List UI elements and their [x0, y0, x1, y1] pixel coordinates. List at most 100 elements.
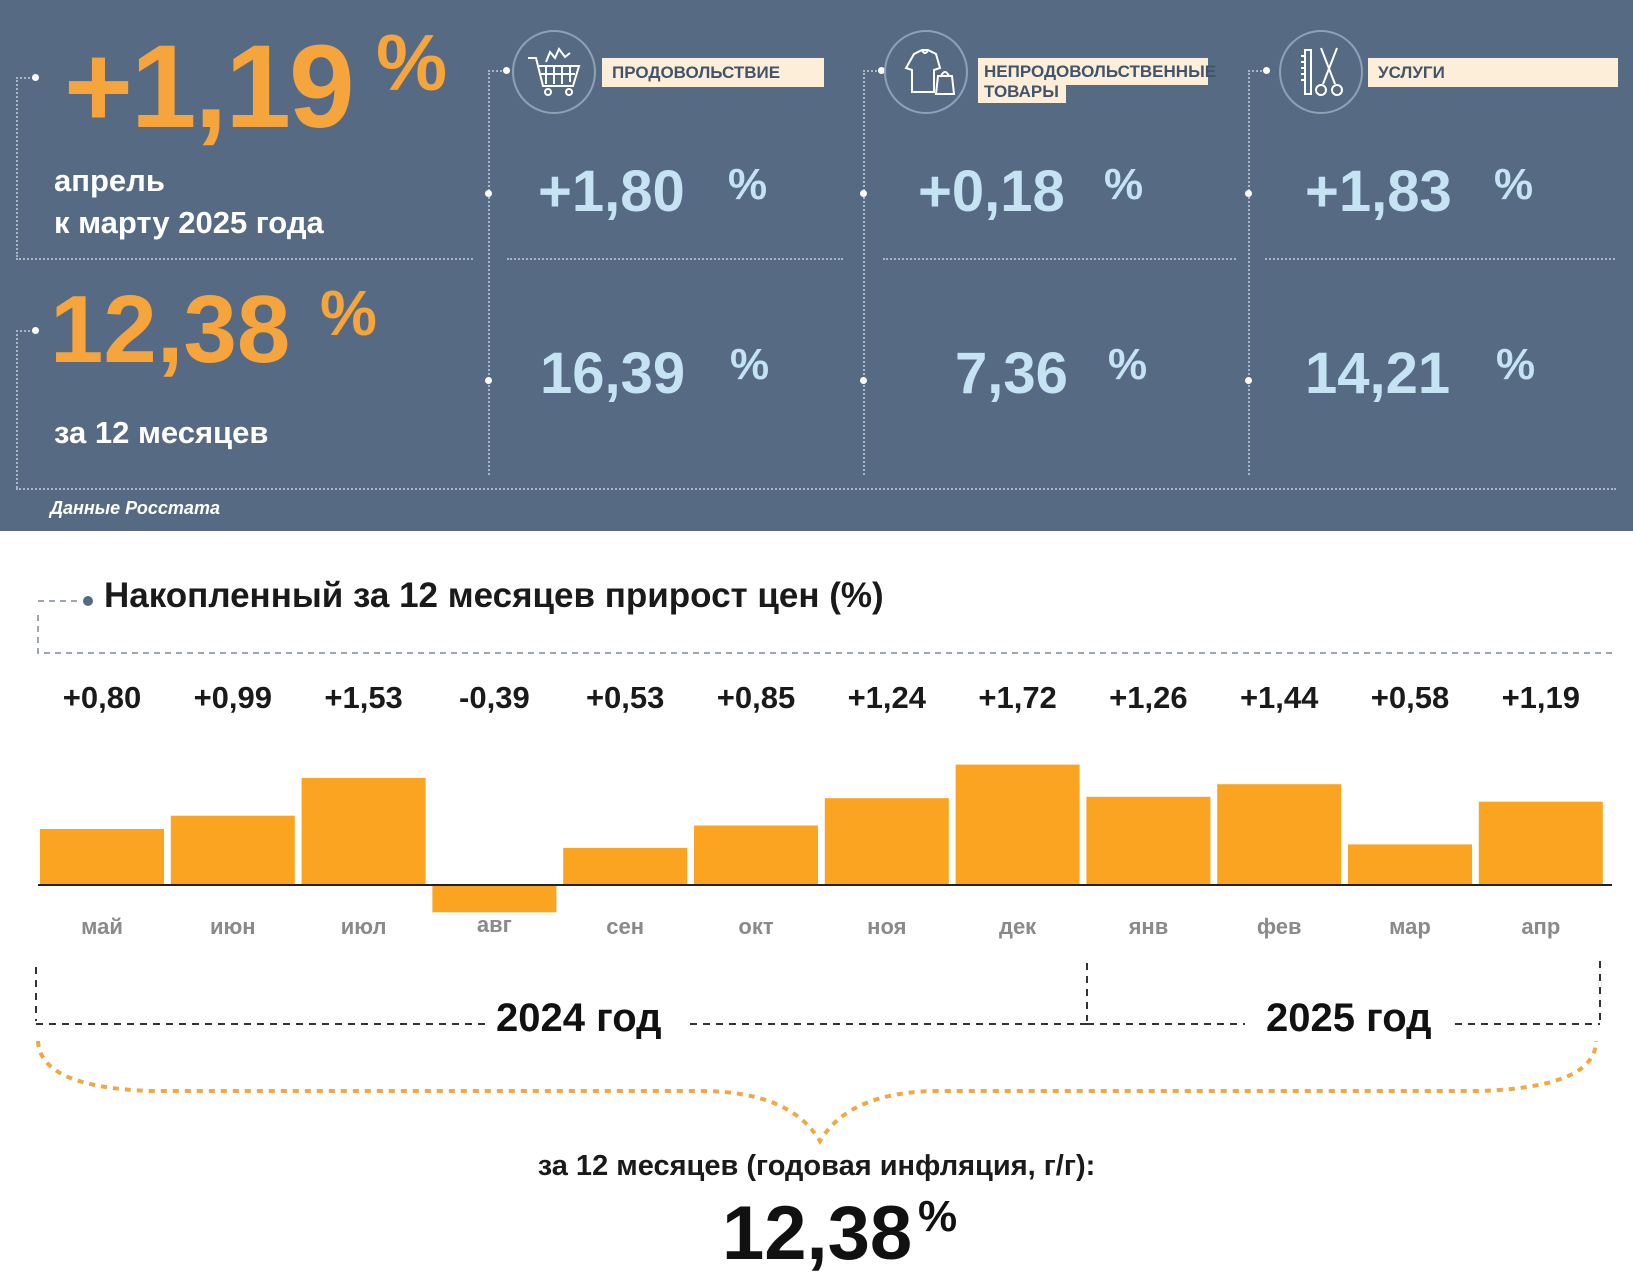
- annual-caption: за 12 месяцев: [54, 415, 269, 450]
- bar-3: [432, 885, 557, 913]
- divider: [1248, 70, 1266, 72]
- month-tick-label: окт: [738, 914, 774, 939]
- bar-value-label: +0,80: [62, 680, 142, 715]
- marker-dot: [878, 67, 885, 74]
- year-label-2025: 2025 год: [1266, 996, 1432, 1040]
- footer-annual-pct: %: [918, 1192, 958, 1241]
- category-label-food: ПРОДОВОЛЬСТВИЕ: [602, 58, 824, 87]
- month-tick-label: мар: [1389, 914, 1431, 939]
- bar-11: [1478, 801, 1603, 885]
- bar-5: [694, 825, 818, 885]
- month-tick-label: июл: [340, 914, 387, 939]
- services-icon-circle: [1279, 30, 1363, 114]
- marker-dot: [860, 190, 867, 197]
- source-note: Данные Росстата: [50, 498, 220, 518]
- divider: [16, 330, 18, 488]
- marker-dot: [485, 190, 492, 197]
- month-tick-label: авг: [476, 912, 512, 937]
- category-label-nonfood-line2: ТОВАРЫ: [984, 82, 1059, 101]
- bar-value-label: +0,85: [716, 680, 796, 715]
- services-annual-pct: %: [1496, 340, 1536, 389]
- divider: [16, 488, 1616, 490]
- bar-value-label: +1,72: [978, 680, 1057, 715]
- services-monthly-pct: %: [1494, 160, 1534, 209]
- bar-value-label: +0,99: [193, 680, 273, 715]
- divider: [863, 70, 865, 475]
- divider: [16, 330, 38, 332]
- services-monthly-value: +1,83: [1305, 159, 1452, 224]
- year-label-2024: 2024 год: [496, 996, 662, 1040]
- bar-value-label: +0,53: [585, 680, 665, 715]
- bar-2: [301, 777, 426, 885]
- marker-dot: [860, 377, 867, 384]
- marker-dot: [1245, 190, 1252, 197]
- marker-dot: [503, 67, 510, 74]
- bar-1: [170, 815, 295, 885]
- annual-inflation-value: 12,38: [50, 276, 291, 383]
- shopping-cart-icon: [528, 47, 581, 96]
- monthly-inflation-pct: %: [376, 18, 448, 107]
- marker-dot: [1245, 377, 1252, 384]
- month-tick-label: сен: [606, 914, 645, 939]
- bar-value-label: +1,26: [1109, 680, 1188, 715]
- chart-title: Накопленный за 12 месяцев прирост цен (%…: [104, 576, 884, 615]
- bar-8: [1086, 796, 1211, 885]
- marker-dot: [485, 377, 492, 384]
- divider: [1265, 258, 1615, 260]
- food-annual-value: 16,39: [540, 341, 686, 406]
- footer-annual-value: 12,38: [722, 1191, 913, 1276]
- category-label-nonfood-2: ТОВАРЫ: [978, 80, 1066, 103]
- brace: [36, 1040, 1598, 1145]
- annual-inflation-pct: %: [320, 277, 377, 349]
- month-tick-label: ноя: [867, 914, 907, 939]
- divider: [488, 70, 506, 72]
- monthly-caption-period: к марту 2025 года: [54, 205, 324, 240]
- bar-7: [955, 764, 1080, 885]
- comb-scissors-icon: [1301, 47, 1343, 96]
- bar-value-label: +1,44: [1239, 680, 1319, 715]
- bar-value-label: +0,58: [1370, 680, 1450, 715]
- marker-dot: [32, 74, 39, 81]
- footer-caption: за 12 месяцев (годовая инфляция, г/г):: [537, 1150, 1096, 1182]
- clothes-bag-icon: [904, 49, 956, 95]
- bar-value-label: +1,19: [1501, 680, 1581, 715]
- divider: [863, 70, 881, 72]
- divider: [16, 77, 38, 79]
- food-monthly-value: +1,80: [538, 159, 685, 224]
- marker-dot: [1263, 67, 1270, 74]
- food-monthly-pct: %: [728, 160, 768, 209]
- bar-value-label: +1,24: [847, 680, 927, 715]
- month-tick-label: апр: [1521, 914, 1561, 939]
- marker-dot: [32, 327, 39, 334]
- divider: [883, 258, 1236, 260]
- monthly-caption-month: апрель: [54, 163, 165, 198]
- divider: [488, 70, 490, 475]
- bar-value-label: +1,53: [324, 680, 403, 715]
- bar-value-label: -0,39: [459, 680, 530, 715]
- bar-0: [40, 829, 164, 885]
- month-tick-label: дек: [998, 914, 1037, 939]
- summary-panel: +1,19 % апрель к марту 2025 года 12,38 %…: [0, 0, 1633, 531]
- bar-4: [563, 847, 688, 885]
- divider: [507, 258, 843, 260]
- category-label-services: УСЛУГИ: [1368, 58, 1618, 87]
- chart-decor: [35, 596, 1612, 1145]
- food-icon-circle: [512, 30, 596, 114]
- bar-10: [1348, 844, 1472, 885]
- nonfood-monthly-pct: %: [1104, 160, 1144, 209]
- nonfood-annual-value: 7,36: [955, 341, 1068, 406]
- divider: [1248, 70, 1250, 475]
- services-annual-value: 14,21: [1305, 341, 1451, 406]
- month-tick-label: июн: [209, 914, 256, 939]
- category-label-nonfood-line1: НЕПРОДОВОЛЬСТВЕННЫЕ: [984, 62, 1217, 81]
- monthly-inflation-value: +1,19: [64, 21, 355, 153]
- month-tick-label: май: [81, 914, 123, 939]
- divider: [16, 77, 18, 257]
- month-tick-label: янв: [1128, 914, 1169, 939]
- bar-9: [1217, 784, 1342, 885]
- food-annual-pct: %: [730, 340, 770, 389]
- bar-6: [824, 798, 949, 885]
- nonfood-monthly-value: +0,18: [918, 159, 1065, 224]
- nonfood-annual-pct: %: [1108, 340, 1148, 389]
